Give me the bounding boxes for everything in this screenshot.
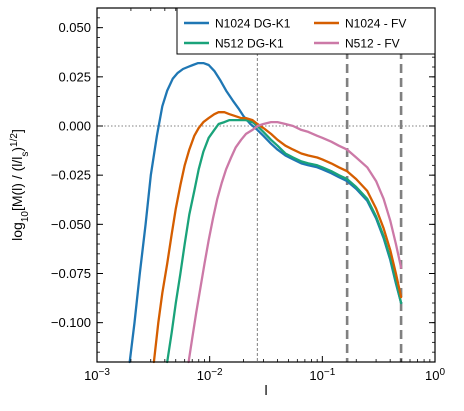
y-label-close: ) [9, 147, 25, 152]
y-axis-label: log10[M(l) / (l/ls)1/2] [9, 129, 31, 241]
y-tick-label: −0.025 [51, 168, 91, 183]
series-layer [128, 61, 403, 364]
legend-label: N512 - FV [345, 37, 400, 51]
y-tick-label: 0.000 [58, 119, 91, 134]
y-label-exponent: 1/2 [9, 133, 20, 147]
y-tick-label: −0.075 [51, 266, 91, 281]
y-label-log: log [9, 222, 25, 241]
y-label-body: [M(l) / (l/l [9, 157, 25, 211]
y-label-s-subscript: s [20, 152, 31, 157]
y-tick-label: −0.050 [51, 217, 91, 232]
y-tick-label: 0.025 [58, 69, 91, 84]
x-tick-label: 100 [425, 367, 445, 384]
y-tick-label: −0.100 [51, 315, 91, 330]
y-label-end: ] [9, 129, 25, 133]
x-tick-label: 10−2 [197, 367, 223, 384]
series-line-3 [187, 120, 403, 364]
series-line-0 [128, 61, 403, 364]
legend: N1024 DG-K1 N1024 - FV N512 DG-K1 N512 - FV [176, 7, 436, 55]
legend-label: N1024 - FV [345, 17, 406, 31]
x-axis-label: l [264, 382, 267, 398]
legend-label: N512 DG-K1 [215, 37, 284, 51]
x-tick-label: 10−3 [84, 367, 110, 384]
series-line-1 [166, 118, 403, 364]
x-tick-label: 10−1 [309, 367, 335, 384]
y-label-subscript: 10 [20, 211, 31, 223]
legend-box [176, 7, 436, 55]
y-tick-label: 0.050 [58, 20, 91, 35]
tick-layer: 0.050 0.025 0.000 −0.025 −0.050 −0.075 −0.100 1… [51, 7, 445, 384]
plot-frame [96, 7, 436, 363]
series-line-2 [152, 111, 403, 364]
reference-lines [97, 8, 435, 362]
legend-label: N1024 DG-K1 [215, 17, 291, 31]
